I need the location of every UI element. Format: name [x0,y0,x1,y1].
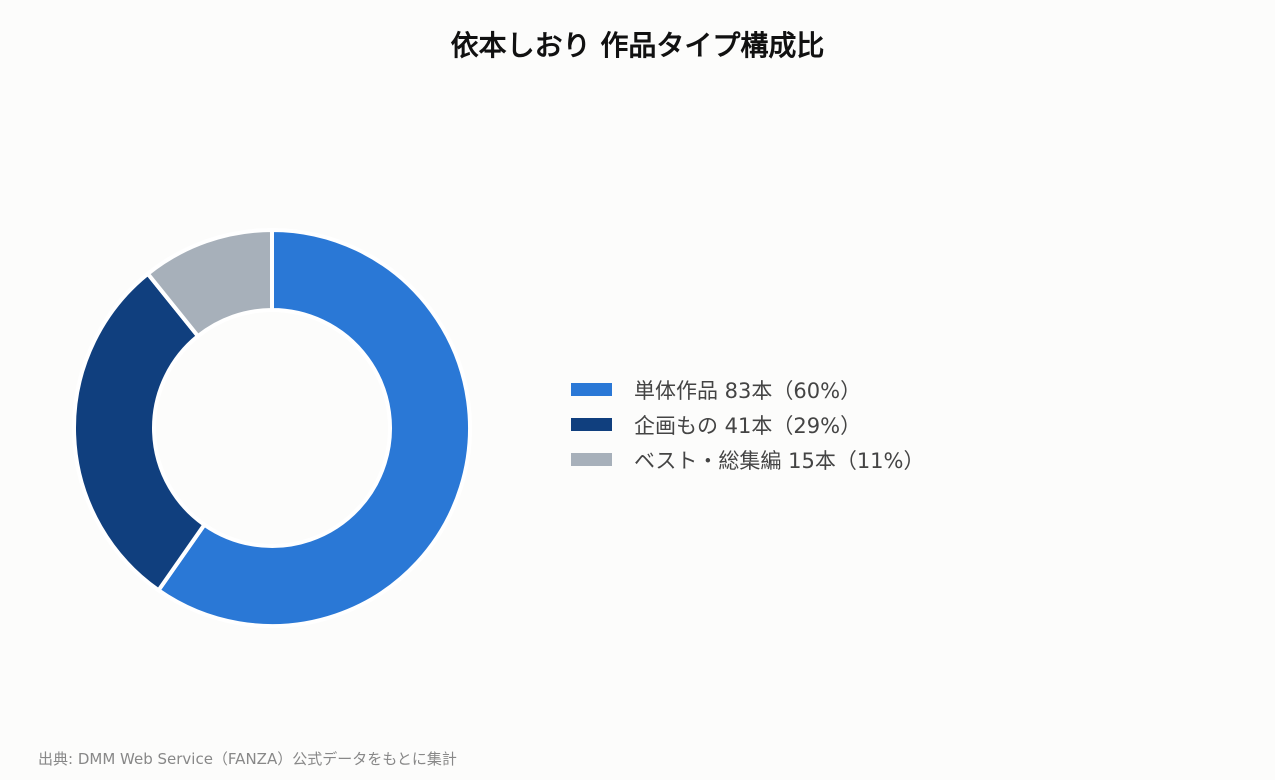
legend-item: 単体作品 83本（60%） [571,372,925,407]
donut-chart [72,227,472,628]
legend-label: ベスト・総集編 15本（11%） [634,448,925,473]
legend: 単体作品 83本（60%） 企画もの 41本（29%） ベスト・総集編 15本（… [571,372,925,477]
legend-swatch [571,453,612,466]
donut-slice-3 [144,227,274,339]
legend-swatch [571,418,612,431]
source-note: 出典: DMM Web Service（FANZA）公式データをもとに集計 [38,750,457,768]
legend-item: 企画もの 41本（29%） [571,407,925,442]
legend-item: ベスト・総集編 15本（11%） [571,442,925,477]
legend-label: 単体作品 83本（60%） [634,378,862,403]
chart-title: 依本しおり 作品タイプ構成比 [450,29,825,62]
legend-label: 企画もの 41本（29%） [634,413,862,438]
donut-slice-2 [72,270,208,594]
legend-swatch [571,383,612,396]
donut-slice-1 [155,227,472,628]
